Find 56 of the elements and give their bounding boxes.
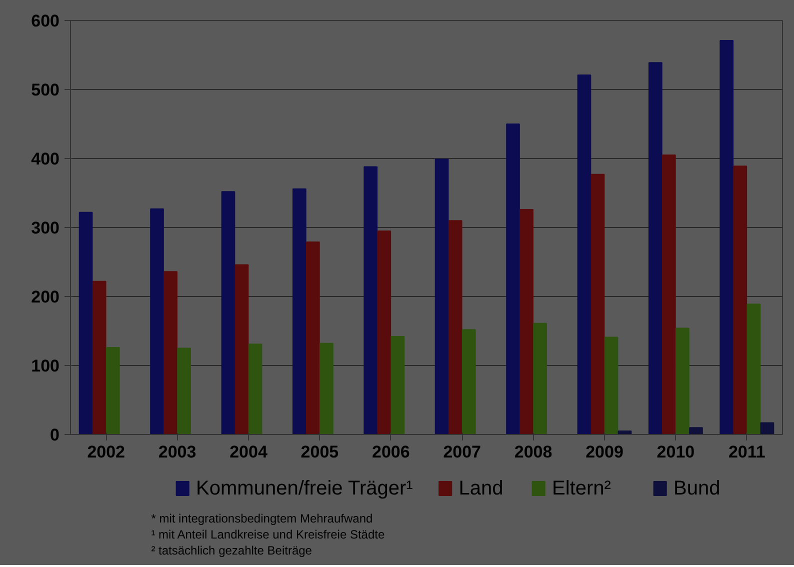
bar <box>292 188 306 434</box>
bar <box>92 280 106 434</box>
bar <box>577 74 592 434</box>
bar <box>248 344 262 434</box>
bar <box>760 422 774 434</box>
x-tick-label: 2010 <box>656 442 695 462</box>
y-tick-label: 100 <box>31 356 60 376</box>
bar <box>648 62 662 434</box>
bar <box>720 40 734 434</box>
bar <box>746 304 761 434</box>
legend-label: Land <box>458 478 504 500</box>
bar <box>221 191 236 434</box>
x-tick-label: 2004 <box>230 442 268 462</box>
bar <box>590 174 605 434</box>
bar <box>448 220 462 434</box>
bar <box>150 208 164 434</box>
y-tick-label: 500 <box>31 80 60 100</box>
bar <box>434 158 449 434</box>
text: * mit integrationsbedingtem Mehraufwand <box>151 512 373 526</box>
bar <box>533 322 547 434</box>
x-tick-label: 2003 <box>158 442 196 462</box>
bar <box>320 342 334 434</box>
text: ² tatsächlich gezahlte Beiträge <box>151 544 312 558</box>
bar <box>733 166 748 434</box>
legend-label: Kommunen/freie Träger¹ <box>196 478 414 500</box>
bar <box>364 166 378 434</box>
legend-label: Bund <box>674 478 720 500</box>
bar <box>306 241 320 434</box>
y-tick-label: 600 <box>31 12 60 30</box>
bar <box>164 271 178 434</box>
bar <box>506 124 520 434</box>
y-tick-label: 0 <box>50 426 60 444</box>
x-tick-label: 2002 <box>87 442 126 462</box>
y-tick-label: 400 <box>31 150 60 168</box>
x-tick-label: 2011 <box>728 442 766 462</box>
bar <box>78 212 93 434</box>
x-tick-label: 2007 <box>443 442 482 462</box>
bar <box>234 264 249 434</box>
bar <box>604 336 618 434</box>
x-tick-label: 2005 <box>300 442 339 462</box>
bar <box>676 328 690 434</box>
text: ¹ mit Anteil Landkreise und Kreisfreie Städte <box>151 528 385 542</box>
bar <box>377 230 392 434</box>
y-tick-label: 300 <box>31 218 60 238</box>
bar <box>106 347 120 434</box>
bar <box>177 348 191 434</box>
bar <box>462 329 476 434</box>
bar <box>390 336 405 434</box>
x-tick-label: 2009 <box>586 442 624 462</box>
legend-label: Eltern² <box>552 478 612 500</box>
bar <box>662 154 676 434</box>
x-tick-label: 2008 <box>514 442 552 462</box>
bar <box>689 427 703 434</box>
y-tick-label: 200 <box>31 288 60 306</box>
x-tick-label: 2006 <box>372 442 410 462</box>
bar <box>520 209 534 434</box>
